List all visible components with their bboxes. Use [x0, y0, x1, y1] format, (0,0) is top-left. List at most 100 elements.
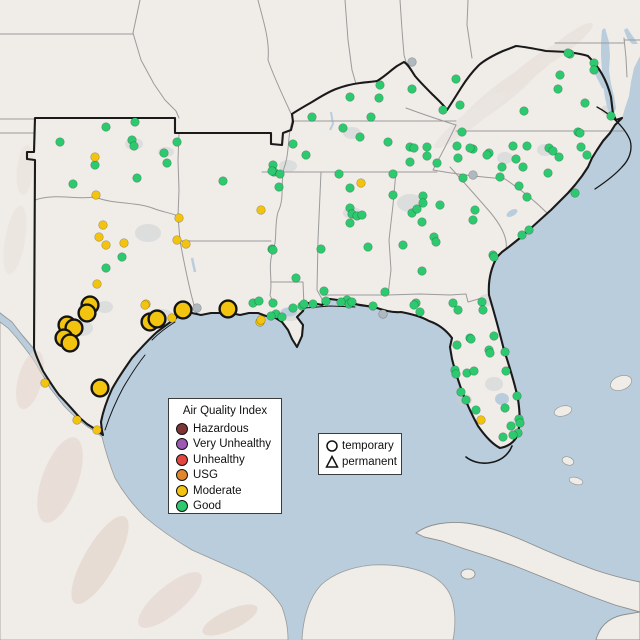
monitor-dot — [575, 128, 585, 138]
monitor-dot — [218, 299, 238, 319]
mexico-land — [0, 321, 289, 640]
aqi-item-label: Hazardous — [193, 422, 249, 435]
monitor-dot — [471, 405, 481, 415]
monitor-dot — [407, 84, 417, 94]
monitor-dot — [68, 179, 78, 189]
monitor-dot — [172, 137, 182, 147]
monitor-dot — [570, 188, 580, 198]
monitor-dot — [162, 158, 172, 168]
monitor-dot — [512, 391, 522, 401]
monitor-dot — [288, 139, 298, 149]
monitor-dot — [451, 74, 461, 84]
aqi-swatch-icon — [176, 484, 188, 497]
monitor-dot — [356, 178, 366, 188]
monitor-dot — [307, 112, 317, 122]
monitor-dot — [319, 286, 329, 296]
monitor-dot — [90, 378, 110, 398]
monitor-dot — [582, 150, 592, 160]
symbol-item-label: permanent — [342, 456, 397, 468]
aqi-legend-rows: Hazardous Very Unhealthy Unhealthy USG M… — [176, 421, 274, 514]
monitor-dot — [470, 205, 480, 215]
monitor-dot — [132, 173, 142, 183]
state-borders — [0, 0, 640, 349]
monitor-dot — [256, 205, 266, 215]
monitor-dot — [422, 142, 432, 152]
bahamas-islands — [553, 375, 632, 486]
monitor-dot — [461, 395, 471, 405]
monitor-dot — [91, 190, 101, 200]
monitor-dot — [543, 168, 553, 178]
monitor-dot — [456, 387, 466, 397]
monitor-dot — [345, 92, 355, 102]
monitor-dot — [563, 48, 573, 58]
monitor-dot — [576, 142, 586, 152]
monitor-dot — [438, 105, 448, 115]
monitor-dot — [268, 245, 278, 255]
monitor-dot — [469, 366, 479, 376]
monitor-dot — [415, 307, 425, 317]
monitor-dot — [517, 230, 527, 240]
monitor-dot — [334, 169, 344, 179]
monitor-dot — [117, 252, 127, 262]
aqi-item-label: Good — [193, 500, 222, 513]
monitor-dot — [345, 183, 355, 193]
monitor-dot — [508, 141, 518, 151]
monitor-dot — [159, 148, 169, 158]
monitor-dot — [418, 198, 428, 208]
monitor-dot — [266, 311, 276, 321]
monitor-dot — [299, 299, 309, 309]
aqi-legend-item: Good — [176, 499, 274, 515]
monitor-dot — [336, 297, 346, 307]
monitor-dot — [514, 181, 524, 191]
monitor-dot — [468, 215, 478, 225]
aqi-legend-item: USG — [176, 468, 274, 484]
monitor-dot — [254, 296, 264, 306]
monitor-dot — [181, 239, 191, 249]
monitor-dot — [277, 312, 287, 322]
monitor-dot — [451, 369, 461, 379]
aqi-item-label: USG — [193, 469, 218, 482]
aqi-swatch-icon — [176, 500, 188, 513]
monitor-dot — [422, 151, 432, 161]
monitor-dot — [489, 331, 499, 341]
aqi-legend-item: Hazardous — [176, 421, 274, 437]
aqi-swatch-icon — [176, 469, 188, 482]
monitor-dot — [388, 190, 398, 200]
symbol-legend-rows: temporary permanent — [325, 438, 397, 470]
bays-and-lakes — [190, 28, 638, 405]
monitor-dot — [457, 127, 467, 137]
monitor-dot — [357, 210, 367, 220]
monitor-dot — [522, 192, 532, 202]
monitor-dot — [174, 213, 184, 223]
monitor-dot — [468, 170, 478, 180]
monitor-dot — [477, 297, 487, 307]
symbol-legend-item: temporary — [325, 438, 395, 454]
monitor-dot — [580, 98, 590, 108]
monitor-dot — [548, 146, 558, 156]
aqi-legend-item: Very Unhealthy — [176, 437, 274, 453]
monitor-dot — [453, 305, 463, 315]
monitor-dot — [55, 137, 65, 147]
monitor-dot — [453, 153, 463, 163]
monitor-dot — [92, 425, 102, 435]
monitor-dot — [495, 172, 505, 182]
monitor-dot — [452, 141, 462, 151]
monitor-dot — [347, 297, 357, 307]
monitor-dot — [554, 152, 564, 162]
monitor-dot — [500, 347, 510, 357]
monitor-dot — [90, 152, 100, 162]
monitor-dot — [173, 300, 193, 320]
monitor-dot — [338, 123, 348, 133]
monitor-dot — [192, 303, 202, 313]
aqi-item-label: Unhealthy — [193, 453, 245, 466]
monitor-dot — [417, 217, 427, 227]
monitor-dot — [435, 200, 445, 210]
aqi-item-label: Very Unhealthy — [193, 438, 271, 451]
aqi-legend: Air Quality Index Hazardous Very Unhealt… — [168, 398, 282, 514]
monitor-dot — [511, 154, 521, 164]
terrain-relief — [3, 22, 593, 636]
symbol-legend-item: permanent — [325, 454, 397, 470]
monitor-dot — [375, 80, 385, 90]
monitor-dot — [321, 296, 331, 306]
